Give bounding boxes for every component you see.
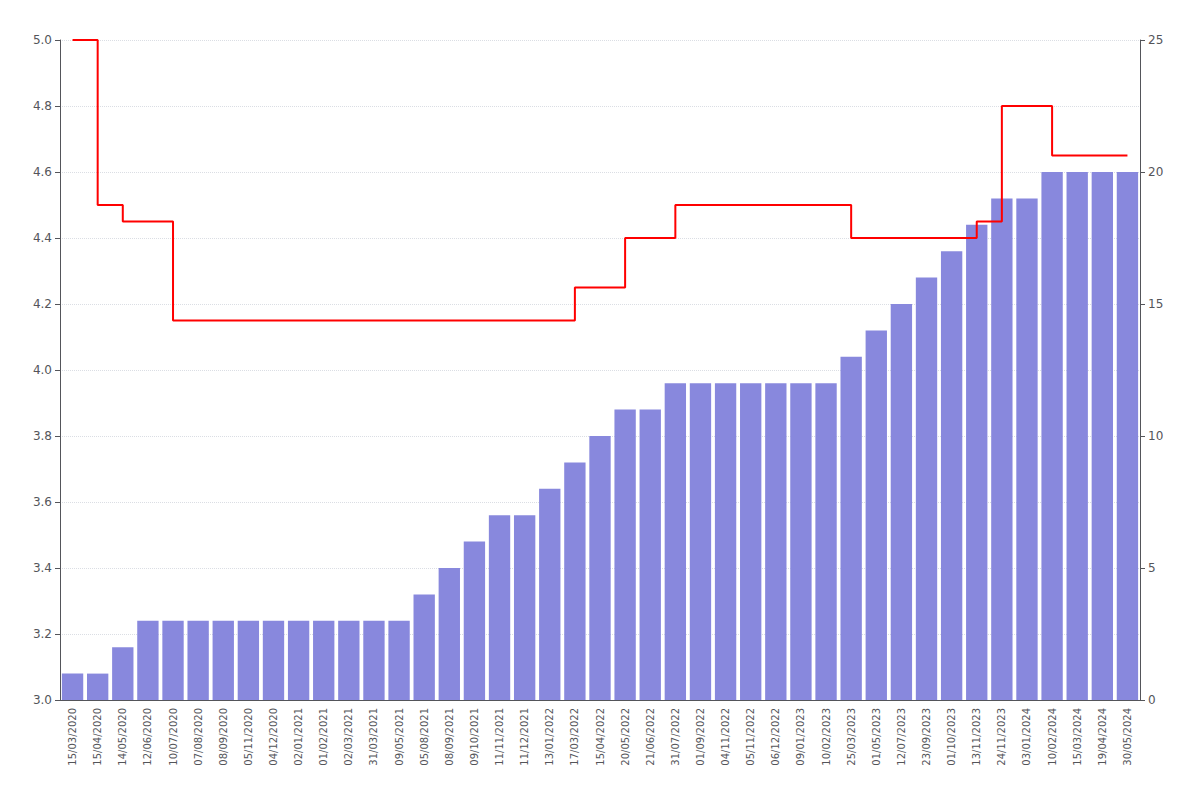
svg-text:14/05/2020: 14/05/2020 bbox=[117, 708, 128, 766]
svg-text:31/07/2022: 31/07/2022 bbox=[670, 708, 681, 766]
svg-text:09/01/2023: 09/01/2023 bbox=[795, 708, 806, 766]
svg-text:13/11/2023: 13/11/2023 bbox=[971, 708, 982, 766]
svg-text:15/03/2024: 15/03/2024 bbox=[1072, 708, 1083, 766]
svg-text:11/12/2021: 11/12/2021 bbox=[519, 708, 530, 766]
svg-text:04/12/2020: 04/12/2020 bbox=[268, 708, 279, 766]
svg-text:25/03/2023: 25/03/2023 bbox=[846, 708, 857, 766]
svg-text:02/01/2021: 02/01/2021 bbox=[293, 708, 304, 766]
svg-text:19/04/2024: 19/04/2024 bbox=[1097, 708, 1108, 766]
svg-text:01/05/2023: 01/05/2023 bbox=[871, 708, 882, 766]
svg-text:11/11/2021: 11/11/2021 bbox=[494, 708, 505, 766]
svg-text:09/05/2021: 09/05/2021 bbox=[394, 708, 405, 766]
svg-text:4.8: 4.8 bbox=[33, 99, 52, 113]
svg-text:02/03/2021: 02/03/2021 bbox=[343, 708, 354, 766]
svg-text:15: 15 bbox=[1148, 297, 1163, 311]
svg-text:10/07/2020: 10/07/2020 bbox=[168, 708, 179, 766]
svg-text:15/04/2022: 15/04/2022 bbox=[595, 708, 606, 766]
svg-text:24/11/2023: 24/11/2023 bbox=[996, 708, 1007, 766]
svg-text:25: 25 bbox=[1148, 33, 1163, 47]
svg-text:15/03/2020: 15/03/2020 bbox=[67, 708, 78, 766]
svg-text:3.6: 3.6 bbox=[33, 495, 52, 509]
svg-text:5.0: 5.0 bbox=[33, 33, 52, 47]
svg-text:05/11/2022: 05/11/2022 bbox=[745, 708, 756, 766]
svg-text:01/02/2021: 01/02/2021 bbox=[318, 708, 329, 766]
svg-text:05/08/2021: 05/08/2021 bbox=[419, 708, 430, 766]
svg-text:4.4: 4.4 bbox=[33, 231, 52, 245]
svg-text:03/01/2024: 03/01/2024 bbox=[1021, 708, 1032, 766]
svg-text:17/03/2022: 17/03/2022 bbox=[569, 708, 580, 766]
svg-text:01/09/2022: 01/09/2022 bbox=[695, 708, 706, 766]
svg-text:05/11/2020: 05/11/2020 bbox=[243, 708, 254, 766]
svg-text:5: 5 bbox=[1148, 561, 1156, 575]
svg-text:23/09/2023: 23/09/2023 bbox=[921, 708, 932, 766]
svg-text:20: 20 bbox=[1148, 165, 1163, 179]
svg-text:04/11/2022: 04/11/2022 bbox=[720, 708, 731, 766]
svg-text:3.0: 3.0 bbox=[33, 693, 52, 707]
svg-text:0: 0 bbox=[1148, 693, 1156, 707]
svg-text:01/10/2023: 01/10/2023 bbox=[946, 708, 957, 766]
svg-text:10/02/2024: 10/02/2024 bbox=[1047, 708, 1058, 766]
svg-text:12/06/2020: 12/06/2020 bbox=[142, 708, 153, 766]
svg-text:21/06/2022: 21/06/2022 bbox=[645, 708, 656, 766]
svg-text:4.6: 4.6 bbox=[33, 165, 52, 179]
svg-text:10/02/2023: 10/02/2023 bbox=[821, 708, 832, 766]
svg-text:07/08/2020: 07/08/2020 bbox=[193, 708, 204, 766]
svg-text:30/05/2024: 30/05/2024 bbox=[1122, 708, 1133, 766]
svg-text:4.0: 4.0 bbox=[33, 363, 52, 377]
svg-text:08/09/2020: 08/09/2020 bbox=[218, 708, 229, 766]
svg-text:15/04/2020: 15/04/2020 bbox=[92, 708, 103, 766]
svg-text:20/05/2022: 20/05/2022 bbox=[620, 708, 631, 766]
svg-text:3.2: 3.2 bbox=[33, 627, 52, 641]
svg-text:06/12/2022: 06/12/2022 bbox=[770, 708, 781, 766]
svg-text:09/10/2021: 09/10/2021 bbox=[469, 708, 480, 766]
svg-text:4.2: 4.2 bbox=[33, 297, 52, 311]
svg-text:08/09/2021: 08/09/2021 bbox=[444, 708, 455, 766]
svg-text:12/07/2023: 12/07/2023 bbox=[896, 708, 907, 766]
svg-text:10: 10 bbox=[1148, 429, 1163, 443]
svg-text:3.4: 3.4 bbox=[33, 561, 52, 575]
svg-text:3.8: 3.8 bbox=[33, 429, 52, 443]
svg-text:31/03/2021: 31/03/2021 bbox=[368, 708, 379, 766]
svg-text:13/01/2022: 13/01/2022 bbox=[544, 708, 555, 766]
